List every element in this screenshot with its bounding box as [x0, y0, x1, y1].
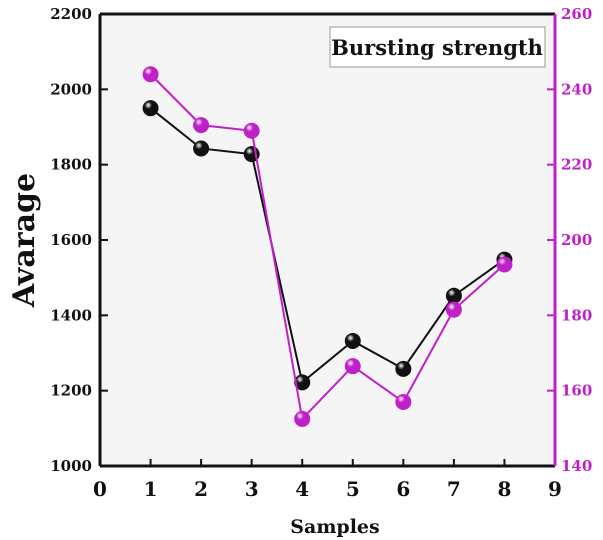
legend-box: Bursting strength — [329, 26, 546, 68]
x-tick-label: 0 — [93, 477, 107, 501]
data-point-right — [445, 301, 462, 318]
data-point-right — [294, 410, 311, 427]
data-point-right — [496, 256, 513, 273]
data-point-right — [193, 117, 210, 134]
y2-tick-label: 240 — [561, 80, 592, 98]
x-tick-label: 3 — [245, 477, 259, 501]
y2-tick-label: 200 — [561, 231, 592, 249]
data-point-right — [243, 122, 260, 139]
x-tick-label: 4 — [295, 477, 309, 501]
data-point-right — [142, 66, 159, 83]
x-tick-label: 5 — [346, 477, 360, 501]
data-point-left — [294, 374, 311, 391]
data-point-left — [445, 287, 462, 304]
y-tick-label: 1200 — [50, 382, 92, 400]
x-tick-label: 9 — [548, 477, 562, 501]
y-tick-label: 1000 — [50, 457, 92, 475]
plot-area — [100, 14, 555, 466]
data-point-left — [142, 100, 159, 117]
series-line-right — [149, 73, 506, 422]
x-tick-label: 6 — [396, 477, 410, 501]
data-point-left — [193, 140, 210, 157]
y-tick-label: 2200 — [50, 5, 92, 23]
y2-tick-label: 220 — [561, 156, 592, 174]
series-line-left — [149, 107, 506, 385]
y2-tick-label: 140 — [561, 457, 592, 475]
x-tick-label: 2 — [194, 477, 208, 501]
y-tick-label: 1600 — [50, 231, 92, 249]
x-tick-label: 7 — [447, 477, 461, 501]
data-point-right — [395, 393, 412, 410]
x-tick-label: 8 — [497, 477, 511, 501]
y-tick-label: 1400 — [50, 306, 92, 324]
y-tick-label: 1800 — [50, 156, 92, 174]
y2-tick-label: 180 — [561, 306, 592, 324]
y-axis-title: Avarage — [7, 173, 42, 308]
data-point-left — [344, 332, 361, 349]
y-tick-label: 2000 — [50, 80, 92, 98]
y2-tick-label: 260 — [561, 5, 592, 23]
data-point-right — [344, 358, 361, 375]
x-axis-title: Samples — [290, 516, 379, 538]
y2-tick-label: 160 — [561, 382, 592, 400]
legend-label: Bursting strength — [331, 35, 543, 60]
x-tick-label: 1 — [144, 477, 158, 501]
data-point-left — [395, 360, 412, 377]
